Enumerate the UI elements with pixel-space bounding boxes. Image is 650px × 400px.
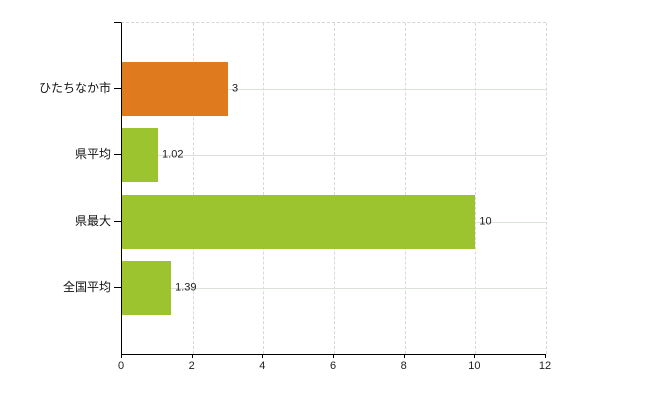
bar-value-label: 10 [479, 215, 492, 228]
category-label: 全国平均 [62, 279, 111, 294]
vertical-gridline [546, 23, 547, 354]
vertical-gridline [404, 23, 406, 354]
plot-area: 3 1.02 10 1.39 [121, 22, 547, 355]
bar-value-label: 1.02 [162, 148, 184, 161]
y-axis-tick [114, 154, 121, 156]
x-axis-tick-label: 0 [117, 360, 125, 372]
x-axis-tick-label: 2 [188, 360, 195, 372]
bar [122, 62, 228, 117]
y-axis-tick [114, 88, 121, 90]
x-axis-tick-label: 6 [329, 360, 337, 372]
bar [122, 194, 476, 249]
category-label: ひたちなか市 [38, 81, 111, 96]
y-axis-tick [114, 286, 121, 288]
x-axis-tick-label: 4 [259, 360, 266, 372]
x-axis-tick [474, 354, 476, 358]
y-axis-ticks [114, 22, 121, 353]
vertical-gridline [263, 23, 265, 354]
x-axis-tick [191, 354, 193, 358]
horizontal-gridline [122, 155, 546, 157]
bar-value-label: 3 [232, 82, 239, 95]
x-axis-tick-label: 8 [400, 360, 407, 372]
x-axis-tick [545, 354, 546, 358]
bar [122, 128, 159, 183]
category-label: 県最大 [74, 213, 111, 228]
x-axis-tick [262, 354, 264, 358]
vertical-gridline [334, 23, 335, 354]
x-axis: 0 2 4 6 8 10 12 [117, 354, 551, 378]
x-axis-tick [333, 354, 334, 358]
category-label: 県平均 [74, 147, 111, 162]
x-axis-tick-label: 10 [468, 360, 481, 372]
x-axis-tick [121, 354, 122, 358]
vertical-gridline [192, 23, 194, 354]
x-axis-tick [403, 354, 405, 358]
vertical-gridline [475, 23, 477, 354]
y-axis-labels: ひたちなか市県平均県最大全国平均 [0, 22, 111, 353]
y-axis-tick [114, 220, 121, 222]
y-axis-top-tick [114, 22, 121, 23]
bar [122, 260, 172, 315]
horizontal-gridline [122, 89, 546, 91]
x-axis-tick-label: 12 [538, 360, 552, 372]
horizontal-gridline [122, 287, 546, 289]
bar-value-label: 1.39 [175, 281, 197, 294]
